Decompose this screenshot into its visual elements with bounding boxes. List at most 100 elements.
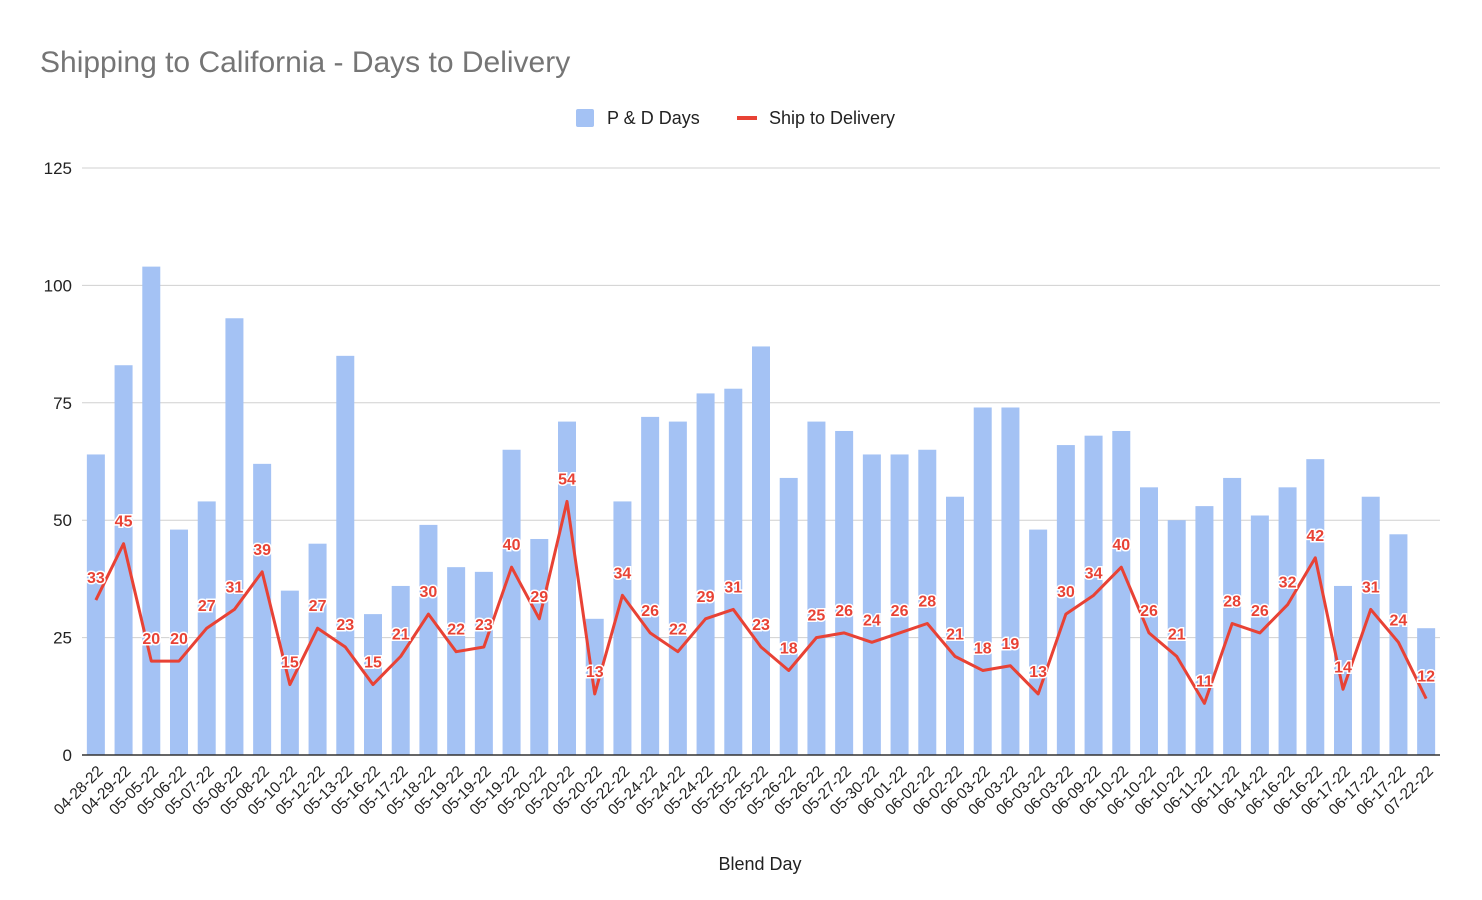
y-tick-label: 125 <box>44 159 72 178</box>
data-label: 28 <box>1223 594 1241 611</box>
bar <box>1306 459 1325 755</box>
data-label: 26 <box>891 603 909 620</box>
data-label: 18 <box>974 640 992 657</box>
data-label: 18 <box>780 640 798 657</box>
bar <box>641 416 660 755</box>
bar <box>1029 529 1048 755</box>
y-tick-label: 25 <box>53 629 72 648</box>
data-label: 26 <box>641 603 659 620</box>
bar <box>752 346 770 755</box>
data-label: 27 <box>198 598 216 615</box>
data-label: 26 <box>835 603 853 620</box>
bar <box>308 543 327 755</box>
data-label: 26 <box>1251 603 1269 620</box>
data-label: 42 <box>1306 528 1324 545</box>
bar <box>696 393 715 755</box>
chart-title: Shipping to California - Days to Deliver… <box>40 46 570 79</box>
data-label: 45 <box>115 514 133 531</box>
bar <box>1195 506 1214 755</box>
bar <box>253 463 272 755</box>
data-label: 31 <box>226 579 244 596</box>
bar <box>973 407 992 755</box>
data-label: 32 <box>1279 575 1297 592</box>
data-label: 54 <box>558 471 576 488</box>
data-label: 14 <box>1334 659 1352 676</box>
legend: P & D Days Ship to Delivery <box>576 108 895 128</box>
data-label: 40 <box>503 537 521 554</box>
data-label: 22 <box>447 622 465 639</box>
data-label: 13 <box>1029 664 1047 681</box>
y-tick-label: 100 <box>44 276 72 295</box>
bar <box>1223 477 1242 755</box>
bar <box>1250 515 1269 755</box>
bar <box>918 449 937 755</box>
data-label: 31 <box>724 579 742 596</box>
bar <box>1417 628 1436 755</box>
series-line-ship-to-delivery <box>94 499 1428 705</box>
data-label: 34 <box>614 565 632 582</box>
data-label: 29 <box>697 589 715 606</box>
x-axis-label: Blend Day <box>718 854 801 874</box>
data-label: 24 <box>863 612 881 629</box>
data-label: 23 <box>336 617 354 634</box>
data-label: 21 <box>1168 626 1186 643</box>
bar <box>502 449 521 755</box>
data-label: 30 <box>420 584 438 601</box>
bar <box>114 365 133 755</box>
bar <box>1140 487 1158 755</box>
data-label: 40 <box>1112 537 1130 554</box>
bar <box>391 585 410 755</box>
data-label: 25 <box>808 608 826 625</box>
bar <box>1278 487 1297 755</box>
data-label: 27 <box>309 598 327 615</box>
data-label: 29 <box>530 589 548 606</box>
legend-label-line: Ship to Delivery <box>769 108 895 128</box>
bar <box>419 524 438 755</box>
bar <box>1112 430 1131 755</box>
y-tick-label: 0 <box>63 746 72 765</box>
bar <box>1056 445 1075 755</box>
data-label: 19 <box>1002 636 1020 653</box>
bar <box>862 454 881 755</box>
data-label: 23 <box>752 617 770 634</box>
bar <box>890 454 909 755</box>
data-label: 23 <box>475 617 493 634</box>
bar <box>1167 520 1186 755</box>
data-label: 39 <box>253 542 271 559</box>
data-label: 34 <box>1085 565 1103 582</box>
legend-label-bar: P & D Days <box>607 108 700 128</box>
bar <box>946 496 964 755</box>
bar <box>170 529 188 755</box>
data-label: 15 <box>364 655 382 672</box>
y-tick-label: 50 <box>53 511 72 530</box>
bar <box>1334 585 1352 755</box>
data-label: 33 <box>87 570 105 587</box>
data-label: 26 <box>1140 603 1158 620</box>
bar <box>724 388 743 755</box>
data-label: 11 <box>1196 673 1213 690</box>
data-label: 24 <box>1390 612 1408 629</box>
bar <box>280 590 299 755</box>
data-label: 31 <box>1362 579 1380 596</box>
bar <box>1001 407 1020 755</box>
bar <box>835 430 854 755</box>
data-label: 13 <box>586 664 604 681</box>
data-label: 21 <box>946 626 964 643</box>
data-label: 22 <box>669 622 687 639</box>
bar <box>807 421 826 755</box>
data-label: 15 <box>281 655 299 672</box>
bar <box>558 421 576 755</box>
bar <box>336 355 355 755</box>
bar <box>530 538 549 755</box>
data-label: 28 <box>918 594 936 611</box>
legend-swatch-bar <box>576 109 594 127</box>
data-label: 20 <box>142 631 160 648</box>
bar <box>225 318 244 755</box>
bar <box>779 477 798 755</box>
data-label: 20 <box>170 631 188 648</box>
bar <box>142 266 161 755</box>
bar <box>668 421 687 755</box>
data-label: 12 <box>1417 669 1435 686</box>
bar <box>86 454 105 755</box>
